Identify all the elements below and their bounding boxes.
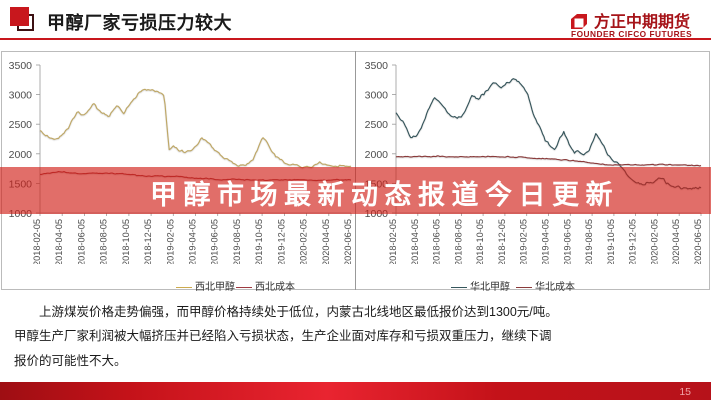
svg-text:2019-10-05: 2019-10-05 <box>254 219 264 264</box>
svg-text:2019-02-05: 2019-02-05 <box>165 219 175 264</box>
svg-text:3500: 3500 <box>365 60 389 72</box>
svg-text:2019-04-05: 2019-04-05 <box>541 219 551 264</box>
svg-text:3000: 3000 <box>365 90 389 102</box>
svg-text:2018-06-05: 2018-06-05 <box>432 219 442 264</box>
svg-text:FOUNDER CIFCO FUTURES: FOUNDER CIFCO FUTURES <box>571 29 692 39</box>
svg-text:2018-12-05: 2018-12-05 <box>497 219 507 264</box>
svg-text:2020-06-05: 2020-06-05 <box>693 219 703 264</box>
svg-text:2018-04-05: 2018-04-05 <box>410 219 420 264</box>
svg-text:2019-12-05: 2019-12-05 <box>628 219 638 264</box>
svg-text:2018-08-05: 2018-08-05 <box>453 219 463 264</box>
svg-text:2020-04-05: 2020-04-05 <box>321 219 331 264</box>
svg-text:2019-10-05: 2019-10-05 <box>606 219 616 264</box>
svg-text:2018-10-05: 2018-10-05 <box>121 219 131 264</box>
svg-text:2018-02-05: 2018-02-05 <box>388 219 398 264</box>
svg-text:2000: 2000 <box>365 149 389 161</box>
svg-text:2018-10-05: 2018-10-05 <box>475 219 485 264</box>
svg-text:2019-06-05: 2019-06-05 <box>562 219 572 264</box>
svg-text:3500: 3500 <box>9 60 33 72</box>
svg-text:2500: 2500 <box>9 119 33 131</box>
svg-text:2019-12-05: 2019-12-05 <box>276 219 286 264</box>
svg-text:2020-06-05: 2020-06-05 <box>343 219 353 264</box>
svg-text:2019-08-05: 2019-08-05 <box>584 219 594 264</box>
svg-text:2019-04-05: 2019-04-05 <box>188 219 198 264</box>
svg-text:2018-06-05: 2018-06-05 <box>76 219 86 264</box>
svg-text:2000: 2000 <box>9 149 33 161</box>
svg-text:2020-04-05: 2020-04-05 <box>671 219 681 264</box>
svg-text:2018-04-05: 2018-04-05 <box>54 219 64 264</box>
svg-text:2019-08-05: 2019-08-05 <box>232 219 242 264</box>
svg-text:3000: 3000 <box>9 90 33 102</box>
svg-text:2018-02-05: 2018-02-05 <box>32 219 42 264</box>
svg-text:2020-02-05: 2020-02-05 <box>299 219 309 264</box>
svg-text:2018-12-05: 2018-12-05 <box>143 219 153 264</box>
svg-text:2019-02-05: 2019-02-05 <box>519 219 529 264</box>
svg-text:2020-02-05: 2020-02-05 <box>649 219 659 264</box>
svg-text:2019-06-05: 2019-06-05 <box>210 219 220 264</box>
svg-text:2018-08-05: 2018-08-05 <box>99 219 109 264</box>
svg-text:2500: 2500 <box>365 119 389 131</box>
